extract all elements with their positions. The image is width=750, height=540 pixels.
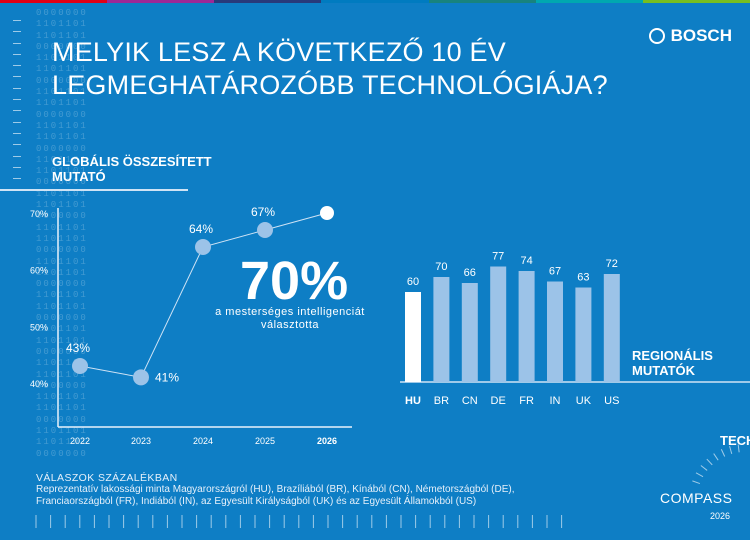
- bar-value-label: 70: [435, 261, 447, 273]
- bar-value-label: 77: [492, 251, 504, 263]
- regional-label: REGIONÁLIS MUTATÓK: [632, 348, 713, 378]
- footer-line: Reprezentatív lakossági minta Magyarorsz…: [36, 484, 515, 495]
- page-title: MELYIK LESZ A KÖVETKEZŐ 10 ÉV LEGMEGHATÁ…: [52, 36, 608, 102]
- category-label: FR: [519, 395, 534, 407]
- data-label: 41%: [155, 370, 179, 384]
- bar: [518, 271, 535, 382]
- compass-tick: [737, 444, 740, 453]
- data-point: [195, 239, 211, 255]
- title-line: LEGMEGHATÁROZÓBB TECHNOLÓGIÁJA?: [52, 70, 608, 100]
- bar: [490, 266, 507, 382]
- category-label: US: [604, 395, 619, 407]
- data-point: [72, 358, 88, 374]
- data-label: 64%: [189, 222, 213, 236]
- compass-tick: [729, 446, 733, 454]
- caption-line: a mesterséges intelligenciát: [215, 306, 365, 318]
- global-label-line: MUTATÓ: [52, 169, 106, 184]
- bar-value-label: 63: [577, 272, 589, 284]
- global-label: GLOBÁLIS ÖSSZESÍTETT MUTATÓ: [52, 154, 212, 184]
- bar: [461, 283, 478, 382]
- x-tick-label: 2026: [317, 436, 337, 446]
- y-tick-label: 40%: [30, 379, 48, 389]
- bar-value-label: 67: [549, 266, 561, 278]
- compass-tick: [695, 472, 704, 478]
- bar: [603, 274, 620, 382]
- category-label: DE: [491, 395, 506, 407]
- bar: [575, 287, 592, 382]
- y-tick-label: 70%: [30, 209, 48, 219]
- data-point: [257, 222, 273, 238]
- compass-logo-text: COMPASS: [660, 490, 733, 506]
- dash-decoration: [13, 20, 21, 201]
- footer-note: VÁLASZOK SZÁZALÉKBAN Reprezentatív lakos…: [36, 472, 515, 508]
- bar-value-label: 60: [407, 276, 419, 288]
- footer-line: Franciaországból (FR), Indiából (IN), az…: [36, 496, 477, 507]
- compass-tick: [706, 458, 713, 466]
- category-label: UK: [576, 395, 592, 407]
- highlight-caption: a mesterséges intelligenciát választotta: [210, 306, 370, 332]
- x-tick-label: 2024: [193, 436, 213, 446]
- bar: [433, 277, 450, 382]
- bosch-armature-icon: [648, 28, 665, 44]
- title-line: MELYIK LESZ A KÖVETKEZŐ 10 ÉV: [52, 37, 506, 67]
- binary-decoration: 0000000 1101101 1101101 0000000 1101101 …: [36, 8, 88, 459]
- regional-label-line: MUTATÓK: [632, 363, 696, 378]
- divider: [0, 189, 188, 191]
- tech-logo-text: TECH: [720, 433, 750, 448]
- x-tick-label: 2022: [70, 436, 90, 446]
- bar: [405, 292, 421, 382]
- bosch-logo: BOSCH: [648, 26, 732, 46]
- compass-tick: [700, 465, 708, 471]
- global-label-line: GLOBÁLIS ÖSSZESÍTETT: [52, 154, 212, 169]
- caption-line: választotta: [260, 319, 320, 331]
- x-tick-label: 2023: [131, 436, 151, 446]
- category-label: HU: [405, 395, 421, 407]
- y-tick-label: 60%: [30, 266, 48, 276]
- x-tick-label: 2025: [255, 436, 275, 446]
- category-label: BR: [434, 395, 449, 407]
- footer-heading: VÁLASZOK SZÁZALÉKBAN: [36, 472, 178, 484]
- y-tick-label: 50%: [30, 322, 48, 332]
- brand-stripe: [0, 0, 750, 3]
- bar-value-label: 72: [606, 258, 618, 270]
- data-label: 43%: [66, 341, 90, 355]
- bar-value-label: 74: [520, 255, 532, 267]
- data-label: 67%: [251, 205, 275, 219]
- category-label: CN: [462, 395, 478, 407]
- bar-value-label: 66: [464, 267, 476, 279]
- category-label: IN: [550, 395, 561, 407]
- compass-tick: [720, 449, 726, 457]
- bar: [547, 281, 563, 382]
- highlight-value: 70%: [240, 251, 349, 311]
- compass-year: 2026: [710, 511, 731, 521]
- data-point: [320, 206, 334, 220]
- data-point: [133, 369, 149, 386]
- compass-tick: [713, 453, 719, 461]
- compass-tick: [692, 480, 701, 485]
- regional-label-line: REGIONÁLIS: [632, 348, 713, 363]
